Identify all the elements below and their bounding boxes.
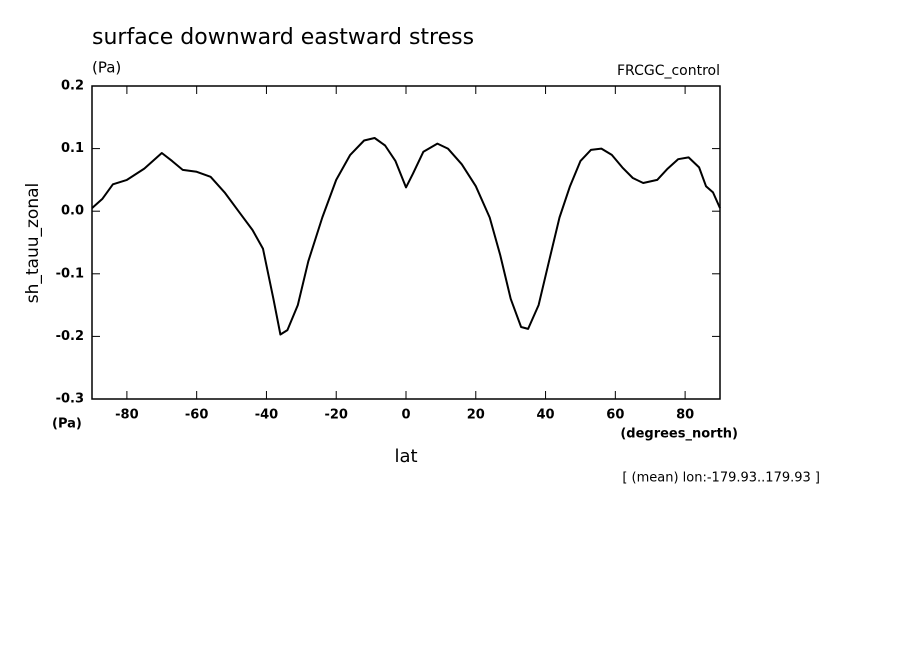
y-units: (Pa) <box>52 417 82 432</box>
x-tick-label: 80 <box>676 408 694 423</box>
y-axis-label: sh_tauu_zonal <box>23 183 43 304</box>
x-tick-label: -60 <box>185 408 209 423</box>
x-tick-label: 60 <box>606 408 624 423</box>
data-line <box>91 137 721 336</box>
y-tick-label: -0.2 <box>56 329 84 344</box>
x-units: (degrees_north) <box>620 427 738 442</box>
footnote: [ (mean) lon:-179.93..179.93 ] <box>622 471 820 486</box>
x-tick-label: -80 <box>115 408 139 423</box>
x-tick-label: 40 <box>537 408 555 423</box>
y-tick-label: 0.1 <box>61 141 84 156</box>
y-tick-label: -0.1 <box>56 266 84 281</box>
y-tick-label: 0.0 <box>61 204 84 219</box>
plot-frame <box>91 85 721 400</box>
x-tick-label: 20 <box>467 408 485 423</box>
units-top: (Pa) <box>92 59 121 77</box>
y-tick-label: -0.3 <box>56 392 84 407</box>
chart-title: surface downward eastward stress <box>92 25 474 50</box>
y-tick-label: 0.2 <box>61 79 84 94</box>
x-tick-label: -40 <box>255 408 279 423</box>
x-axis-label: lat <box>394 446 417 467</box>
x-tick-label: 0 <box>401 408 410 423</box>
x-tick-label: -20 <box>324 408 348 423</box>
dataset-label: FRCGC_control <box>617 63 720 79</box>
